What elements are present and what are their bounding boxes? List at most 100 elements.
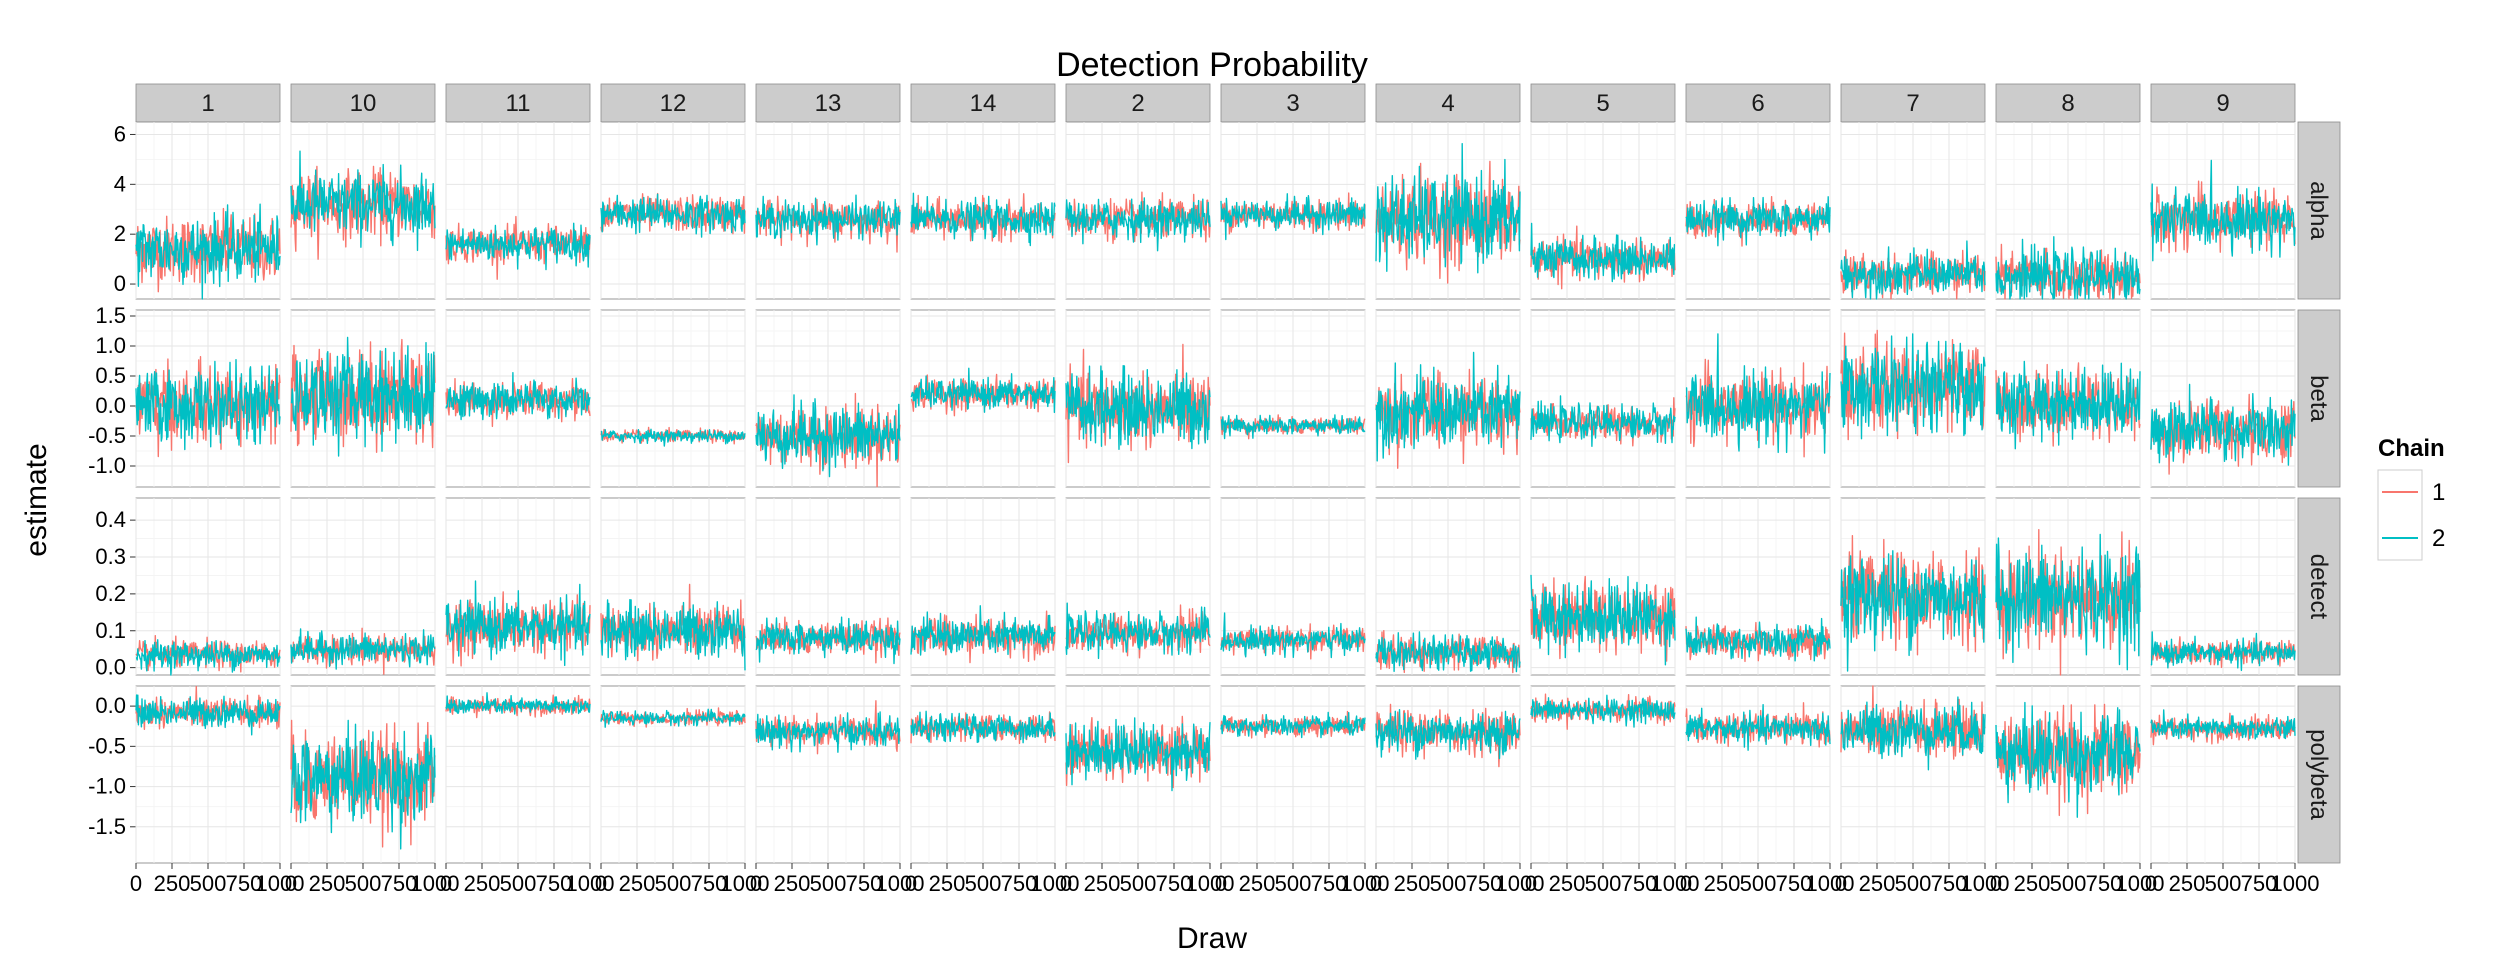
trace-chain-2 [910,192,1056,247]
panel-polybeta-11 [445,685,591,864]
trace-chain-2 [135,359,281,451]
x-tick-label-7-2: 500 [1895,871,1932,896]
facet-strip-col-6 [1685,83,1831,123]
facet-strip-label-col-11: 11 [506,90,531,117]
panel-beta-1 [135,309,281,488]
panel-beta-4 [1375,309,1521,488]
trace-chain-2 [1995,236,2141,300]
panel-detect-2 [1065,497,1211,676]
facet-strip-col-13 [755,83,901,123]
y-tick-label-detect-0: 0.0 [95,655,126,680]
panel-alpha-1 [135,121,281,300]
x-tick-label-3-1: 250 [1239,871,1276,896]
trace-chain-1 [445,591,591,667]
facet-strip-label-col-5: 5 [1596,90,1609,117]
y-tick-label-alpha-1: 2 [114,221,126,246]
panel-polybeta-2 [1065,685,1211,864]
y-tick-label-beta-0: -1.0 [88,453,126,478]
facet-strip-row-detect [2297,497,2341,676]
y-axis-title: estimate [20,443,53,556]
x-tick-label-3-0: 0 [1215,871,1227,896]
x-tick-label-1-1: 250 [154,871,191,896]
x-tick-label-1-4: 1000 [256,871,305,896]
x-tick-label-14-1: 250 [929,871,966,896]
facet-strip-col-9 [2150,83,2296,123]
panel-polybeta-10 [290,685,436,864]
x-tick-label-10-1: 250 [309,871,346,896]
x-tick-label-5-4: 1000 [1651,871,1700,896]
panel-detect-3 [1220,497,1366,676]
facet-strip-label-col-10: 10 [350,90,377,117]
trace-chain-2 [2150,159,2296,262]
panel-beta-10 [290,309,436,488]
trace-chain-2 [1065,197,1211,252]
x-tick-label-10-2: 500 [345,871,382,896]
x-tick-label-8-2: 500 [2050,871,2087,896]
x-tick-label-10-3: 750 [381,871,418,896]
y-tick-label-beta-4: 1.0 [95,333,126,358]
facet-strip-label-col-1: 1 [201,90,214,117]
x-tick-label-6-3: 750 [1776,871,1813,896]
x-tick-label-9-4: 1000 [2271,871,2320,896]
trace-chain-2 [1530,574,1676,666]
panel-alpha-12 [600,121,746,300]
facet-panels: 1 10 11 12 13 14 2 3 4 5 6 7 8 9 alpha beta detect polybe… [88,83,2341,896]
x-tick-label-6-4: 1000 [1806,871,1855,896]
x-tick-label-3-2: 500 [1275,871,1312,896]
trace-chain-2 [290,336,436,457]
panel-beta-6 [1685,309,1831,488]
trace-chain-2 [1220,193,1366,241]
trace-chain-2 [1530,694,1676,728]
panel-beta-3 [1220,309,1366,488]
x-tick-label-9-1: 250 [2169,871,2206,896]
panel-detect-12 [600,497,746,676]
x-tick-label-11-1: 250 [464,871,501,896]
x-tick-label-5-0: 0 [1525,871,1537,896]
trace-chain-2 [2150,383,2296,466]
x-tick-label-4-0: 0 [1370,871,1382,896]
panel-polybeta-1 [135,685,281,864]
trace-chain-2 [135,203,281,300]
x-tick-label-8-4: 1000 [2116,871,2165,896]
x-tick-label-4-3: 750 [1466,871,1503,896]
panel-polybeta-13 [755,685,901,864]
x-tick-label-13-4: 1000 [876,871,925,896]
y-tick-label-alpha-0: 0 [114,271,126,296]
panel-beta-7 [1840,309,1986,488]
panel-polybeta-8 [1995,685,2141,864]
panel-polybeta-9 [2150,685,2296,864]
x-tick-label-12-4: 1000 [721,871,770,896]
y-tick-label-beta-3: 0.5 [95,363,126,388]
facet-strip-col-10 [290,83,436,123]
panel-alpha-9 [2150,121,2296,300]
x-tick-label-10-0: 0 [285,871,297,896]
panel-detect-14 [910,497,1056,676]
trace-chain-2 [2150,709,2296,741]
facet-strip-row-beta [2297,309,2341,488]
x-tick-label-9-3: 750 [2241,871,2278,896]
trace-chain-2 [755,616,901,665]
facet-strip-col-5 [1530,83,1676,123]
y-tick-label-polybeta-1: -1.0 [88,774,126,799]
x-tick-label-8-0: 0 [1990,871,2002,896]
x-tick-label-3-4: 1000 [1341,871,1390,896]
trace-chain-2 [600,708,746,728]
panel-beta-14 [910,309,1056,488]
legend-key-box [2377,469,2423,561]
facet-strip-label-col-6: 6 [1751,90,1764,117]
trace-chain-2 [1220,414,1366,440]
panel-polybeta-7 [1840,685,1986,864]
x-tick-label-12-0: 0 [595,871,607,896]
x-tick-label-14-4: 1000 [1031,871,1080,896]
trace-chain-2 [135,694,281,736]
panel-beta-9 [2150,309,2296,488]
x-tick-label-1-2: 500 [190,871,227,896]
panel-beta-12 [600,309,746,488]
facet-strip-col-3 [1220,83,1366,123]
facet-strip-label-row-alpha: alpha [2305,181,2332,240]
x-tick-label-6-2: 500 [1740,871,1777,896]
y-tick-label-beta-2: 0.0 [95,393,126,418]
trace-chain-2 [290,150,436,252]
panel-polybeta-14 [910,685,1056,864]
